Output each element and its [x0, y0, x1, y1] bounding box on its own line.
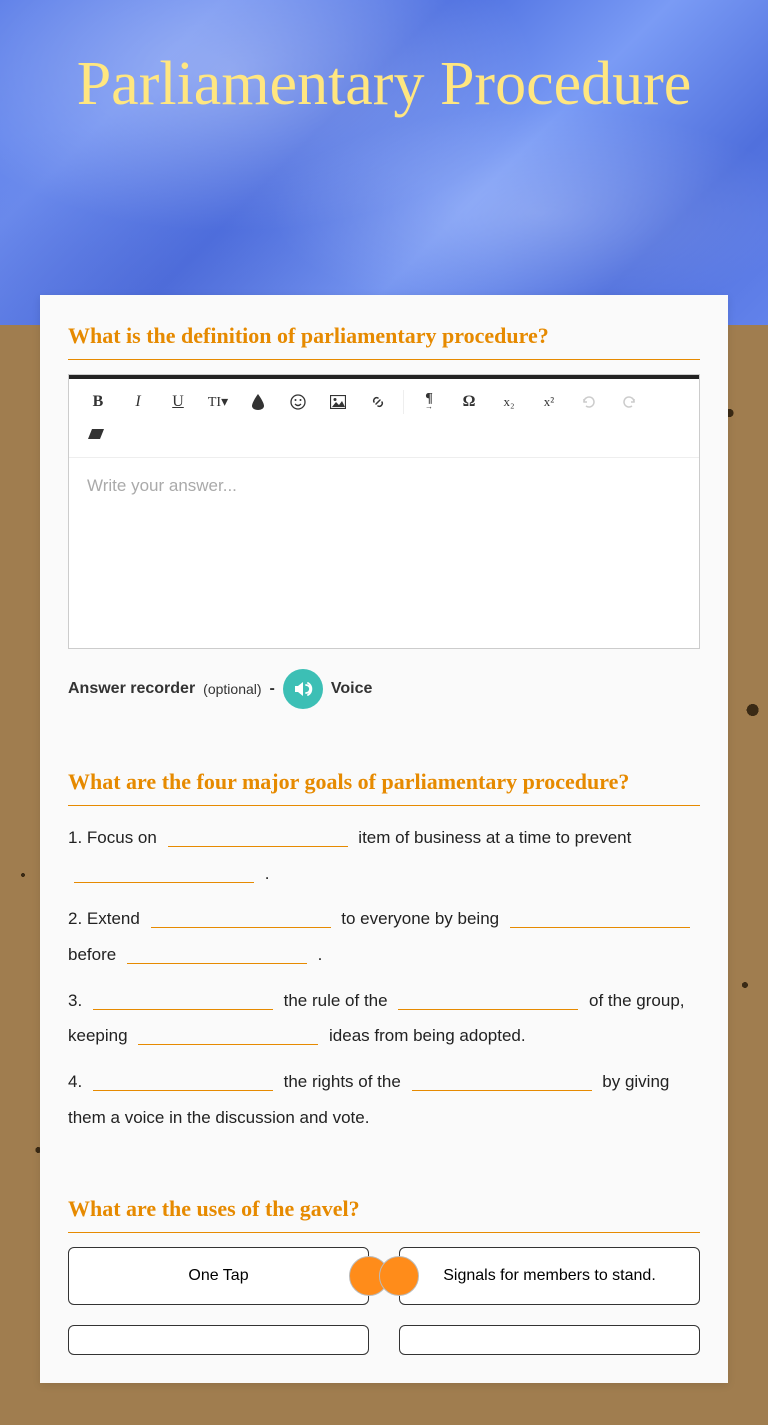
link-button[interactable] [359, 387, 397, 417]
gavel-box-empty[interactable] [68, 1325, 369, 1355]
question-2-heading: What are the four major goals of parliam… [68, 769, 700, 806]
blank-input[interactable] [168, 829, 348, 847]
blank-input[interactable] [93, 1073, 273, 1091]
gavel-left-item: One Tap [68, 1247, 369, 1305]
color-button[interactable] [239, 387, 277, 417]
blank-input[interactable] [138, 1027, 318, 1045]
special-char-button[interactable]: Ω [450, 387, 488, 417]
paragraph-button[interactable]: ¶→ [410, 387, 448, 417]
italic-button[interactable]: I [119, 387, 157, 417]
goal-line-3: 3. the rule of the of the group, keeping… [68, 983, 700, 1054]
recorder-optional: (optional) [203, 681, 261, 697]
gavel-box-onetap[interactable]: One Tap [68, 1247, 369, 1305]
content-background: What is the definition of parliamentary … [0, 325, 768, 1425]
voice-label: Voice [331, 680, 373, 698]
image-button[interactable] [319, 387, 357, 417]
match-dot[interactable] [379, 1256, 419, 1296]
gavel-right-item [399, 1325, 700, 1355]
erase-button[interactable] [79, 419, 689, 449]
editor-toolbar: B I U TI▾ ¶→ Ω x₂ x [69, 379, 699, 458]
fill-blank-text: 1. Focus on item of business at a time t… [68, 820, 700, 1136]
gavel-box-signals[interactable]: Signals for members to stand. [399, 1247, 700, 1305]
goal-line-1: 1. Focus on item of business at a time t… [68, 820, 700, 891]
subscript-button[interactable]: x₂ [490, 387, 528, 417]
blank-input[interactable] [127, 946, 307, 964]
gavel-match-row: One Tap Signals for members to stand. [68, 1247, 700, 1305]
rich-text-editor: B I U TI▾ ¶→ Ω x₂ x [68, 374, 700, 649]
text-size-button[interactable]: TI▾ [199, 387, 237, 417]
emoji-button[interactable] [279, 387, 317, 417]
toolbar-separator [403, 390, 404, 414]
gavel-match-row [68, 1325, 700, 1355]
blank-input[interactable] [151, 910, 331, 928]
gavel-box-empty[interactable] [399, 1325, 700, 1355]
speaker-icon [292, 678, 314, 700]
voice-record-button[interactable] [283, 669, 323, 709]
content-card: What is the definition of parliamentary … [40, 295, 728, 1383]
recorder-dash: - [270, 680, 275, 698]
question-2-section: What are the four major goals of parliam… [68, 769, 700, 1136]
blank-input[interactable] [74, 865, 254, 883]
blank-input[interactable] [398, 992, 578, 1010]
blank-input[interactable] [412, 1073, 592, 1091]
bold-button[interactable]: B [79, 387, 117, 417]
gavel-left-item [68, 1325, 369, 1355]
question-3-section: What are the uses of the gavel? One Tap … [68, 1196, 700, 1355]
blank-input[interactable] [93, 992, 273, 1010]
answer-recorder-row: Answer recorder (optional) - Voice [68, 669, 700, 709]
underline-button[interactable]: U [159, 387, 197, 417]
gavel-right-item: Signals for members to stand. [399, 1247, 700, 1305]
recorder-label: Answer recorder [68, 680, 195, 698]
redo-button[interactable] [610, 387, 648, 417]
page-title: Parliamentary Procedure [0, 50, 768, 118]
superscript-button[interactable]: x² [530, 387, 568, 417]
question-1-heading: What is the definition of parliamentary … [68, 323, 700, 360]
goal-line-2: 2. Extend to everyone by being before . [68, 901, 700, 972]
blank-input[interactable] [510, 910, 690, 928]
goal-line-4: 4. the rights of the by giving them a vo… [68, 1064, 700, 1135]
undo-button[interactable] [570, 387, 608, 417]
editor-textarea[interactable]: Write your answer... [69, 458, 699, 648]
question-3-heading: What are the uses of the gavel? [68, 1196, 700, 1233]
